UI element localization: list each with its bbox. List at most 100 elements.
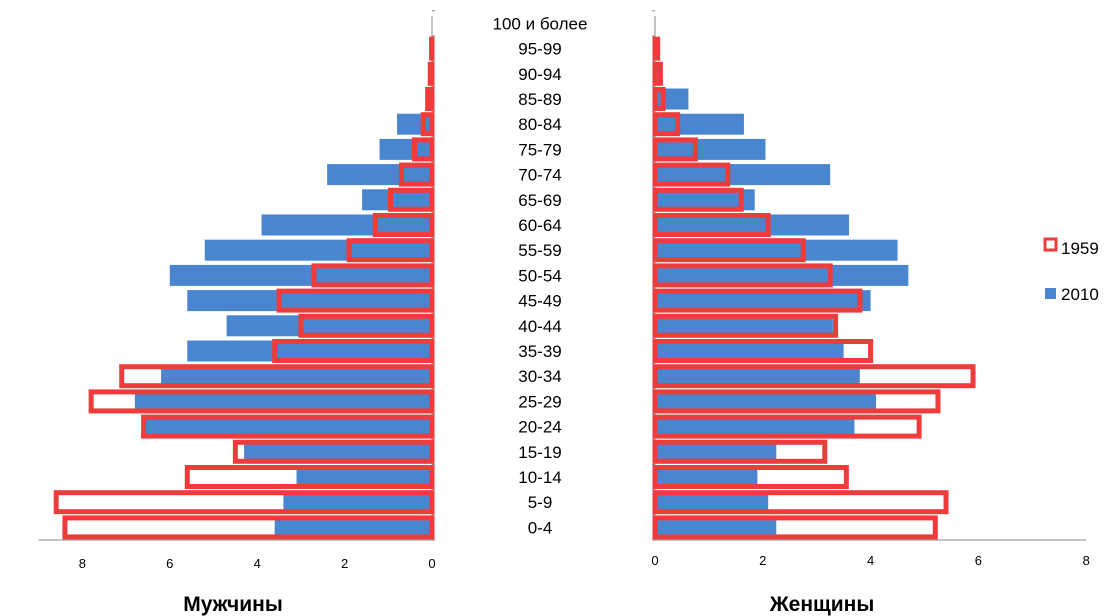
bar-2010 — [204, 239, 432, 261]
bar-1959 — [53, 490, 435, 515]
bar-1959 — [425, 87, 435, 111]
bar-1959 — [412, 137, 435, 162]
bar-1959 — [652, 187, 744, 212]
bar-1959 — [652, 389, 941, 414]
bar-1959 — [652, 339, 874, 363]
bar-1959 — [372, 213, 435, 237]
age-label: 15-19 — [518, 443, 561, 462]
age-label: 65-69 — [518, 191, 561, 210]
age-label: 0-4 — [528, 518, 553, 537]
bar-2010 — [226, 315, 432, 337]
bar-2010 — [655, 491, 769, 513]
bar-2010 — [655, 441, 777, 463]
bar-1959 — [298, 313, 435, 338]
bar-2010 — [143, 416, 432, 438]
x-tick-label: 0 — [428, 556, 435, 571]
bar-1959 — [652, 87, 666, 111]
bar-1959 — [398, 162, 435, 187]
bar-2010 — [187, 290, 432, 312]
x-tick-label: 2 — [341, 556, 348, 571]
bar-1959 — [141, 414, 435, 439]
x-tick-label: 6 — [975, 553, 982, 568]
bar-2010 — [161, 365, 432, 387]
bar-2010 — [655, 214, 850, 236]
bar-1959 — [652, 137, 698, 162]
x-tick-label: 4 — [254, 556, 261, 571]
bar-1959 — [652, 515, 938, 540]
age-label: 10-14 — [518, 468, 561, 487]
x-tick-label: 8 — [1083, 553, 1090, 568]
bar-2010 — [655, 138, 766, 160]
age-label: 50-54 — [518, 266, 561, 285]
x-tick-label: 8 — [79, 556, 86, 571]
bar-1959 — [62, 515, 435, 540]
bar-1959 — [346, 238, 435, 263]
bar-1959 — [232, 439, 435, 464]
bar-2010 — [261, 214, 432, 236]
bar-1959 — [652, 112, 681, 137]
bar-1959 — [387, 187, 435, 212]
women-panel: 0 2 4 6 8 — [651, 10, 1090, 568]
bar-1959 — [652, 439, 828, 464]
bar-2010 — [327, 164, 432, 186]
bar-1959 — [276, 288, 435, 313]
bar-1959 — [119, 364, 435, 389]
age-label: 95-99 — [518, 40, 561, 59]
legend: 1959 2010 — [1043, 237, 1099, 304]
bar-1959 — [652, 213, 771, 237]
age-label: 90-94 — [518, 65, 561, 84]
bar-2010 — [655, 239, 898, 261]
bar-2010 — [655, 390, 876, 412]
bar-2010 — [655, 516, 777, 538]
x-tick-label: 4 — [867, 553, 874, 568]
legend-1959-label: 1959 — [1061, 239, 1099, 258]
men-panel-title: Мужчины — [183, 593, 283, 616]
bar-1959 — [420, 112, 435, 137]
bar-2010 — [655, 365, 860, 387]
bar-1959 — [652, 61, 663, 86]
age-label: 5-9 — [528, 493, 553, 512]
age-label: 75-79 — [518, 140, 561, 159]
bar-1959 — [88, 389, 435, 414]
bar-1959 — [652, 162, 731, 187]
legend-1959-swatch — [1043, 237, 1058, 252]
bar-2010 — [362, 189, 432, 211]
bar-2010 — [274, 516, 432, 538]
age-label: 100 и более — [493, 14, 588, 33]
x-tick-label: 0 — [651, 553, 658, 568]
bar-2010 — [655, 416, 855, 438]
age-label: 25-29 — [518, 392, 561, 411]
x-tick-label: 6 — [166, 556, 173, 571]
bar-2010 — [655, 189, 755, 211]
age-label: 80-84 — [518, 115, 561, 134]
bar-1959 — [272, 339, 435, 363]
bar-2010 — [134, 390, 432, 412]
bar-2010 — [169, 264, 433, 286]
legend-2010-label: 2010 — [1061, 285, 1099, 304]
bar-2010 — [283, 491, 432, 513]
age-label: 60-64 — [518, 216, 561, 235]
legend-2010-swatch — [1045, 288, 1056, 299]
bar-2010 — [379, 138, 432, 160]
bar-1959 — [652, 313, 839, 338]
bar-2010 — [296, 466, 432, 488]
age-label: 20-24 — [518, 418, 561, 437]
bar-1959 — [652, 414, 922, 439]
bar-2010 — [655, 290, 871, 312]
x-tick-label: 2 — [759, 553, 766, 568]
bar-1959 — [652, 364, 976, 389]
bar-1959 — [652, 465, 849, 489]
age-group-labels: 0-4 5-9 10-14 15-19 20-24 25-29 30-34 35-39 40-4… — [493, 14, 588, 537]
age-label: 85-89 — [518, 90, 561, 109]
women-panel-title: Женщины — [769, 593, 875, 616]
bar-2010 — [655, 340, 844, 362]
age-label: 55-59 — [518, 241, 561, 260]
age-label: 40-44 — [518, 317, 561, 336]
bar-1959 — [652, 238, 806, 263]
bar-2010 — [655, 264, 909, 286]
age-label: 45-49 — [518, 292, 561, 311]
bar-1959 — [184, 465, 435, 489]
bar-2010 — [655, 164, 831, 186]
bar-2010 — [655, 63, 661, 85]
